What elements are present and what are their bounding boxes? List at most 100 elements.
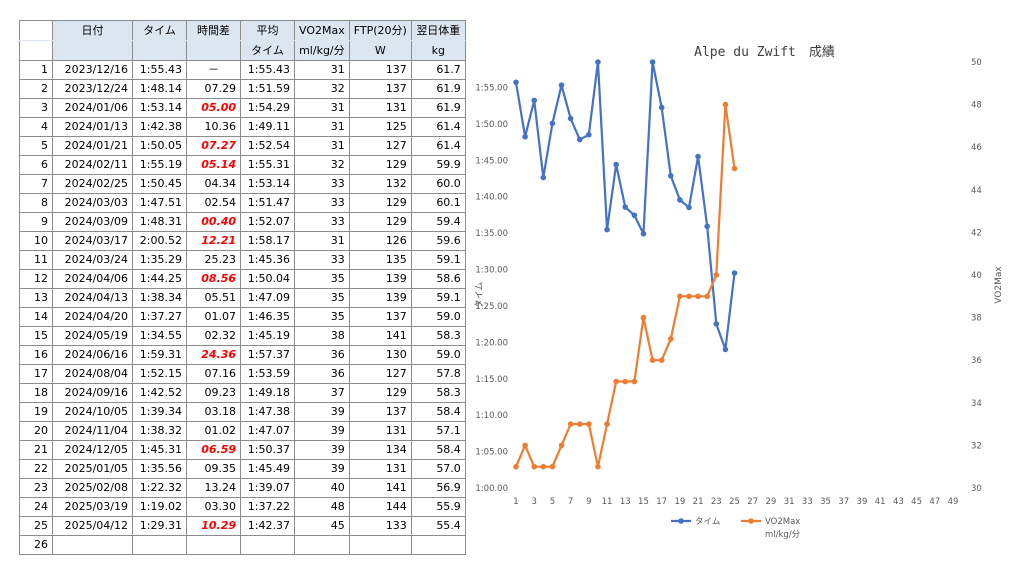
cell-time[interactable]: 1:34.55 (132, 326, 187, 346)
cell-date[interactable]: 2024/09/16 (52, 383, 133, 403)
cell-vo2[interactable]: 32 (294, 79, 350, 99)
cell-vo2[interactable]: 31 (294, 231, 350, 251)
cell-n[interactable]: 22 (19, 459, 53, 479)
cell-time[interactable]: 1:38.32 (132, 421, 187, 441)
cell-n[interactable]: 3 (19, 98, 53, 118)
col-subheader-time-diff[interactable] (186, 40, 241, 61)
cell-diff[interactable]: 06.59 (186, 440, 241, 460)
cell-date[interactable]: 2024/08/04 (52, 364, 133, 384)
cell-vo2[interactable]: 33 (294, 212, 350, 232)
cell-n[interactable]: 10 (19, 231, 53, 251)
col-subheader-weight[interactable]: kg (410, 40, 466, 61)
cell-n[interactable]: 15 (19, 326, 53, 346)
cell-date[interactable]: 2024/03/24 (52, 250, 133, 270)
cell-date[interactable]: 2024/01/13 (52, 117, 133, 137)
cell-n[interactable]: 20 (19, 421, 53, 441)
cell-diff[interactable]: 09.23 (186, 383, 241, 403)
cell-time[interactable]: 1:48.31 (132, 212, 187, 232)
cell-ftp[interactable]: 131 (348, 459, 412, 479)
col-header-row-number[interactable] (19, 20, 53, 41)
cell-time[interactable]: 1:42.52 (132, 383, 187, 403)
cell-date[interactable]: 2024/01/21 (52, 136, 133, 156)
cell-vo2[interactable] (294, 535, 350, 555)
cell-diff[interactable]: 05.00 (186, 98, 241, 118)
cell-avg[interactable]: 1:47.09 (240, 288, 295, 308)
cell-wt[interactable]: 58.3 (410, 326, 466, 346)
cell-time[interactable]: 2:00.52 (132, 231, 187, 251)
cell-wt[interactable]: 58.4 (410, 440, 466, 460)
cell-wt[interactable]: 60.1 (410, 193, 466, 213)
cell-time[interactable] (132, 535, 187, 555)
cell-vo2[interactable]: 33 (294, 193, 350, 213)
cell-diff[interactable]: 05.51 (186, 288, 241, 308)
cell-avg[interactable]: 1:39.07 (240, 478, 295, 498)
cell-time[interactable]: 1:38.34 (132, 288, 187, 308)
cell-ftp[interactable]: 133 (348, 516, 412, 536)
cell-avg[interactable]: 1:42.37 (240, 516, 295, 536)
cell-time[interactable]: 1:37.27 (132, 307, 187, 327)
cell-ftp[interactable]: 129 (348, 383, 412, 403)
cell-avg[interactable]: 1:51.47 (240, 193, 295, 213)
cell-diff[interactable]: 07.16 (186, 364, 241, 384)
cell-ftp[interactable]: 139 (348, 269, 412, 289)
cell-avg[interactable]: 1:52.07 (240, 212, 295, 232)
cell-vo2[interactable]: 37 (294, 383, 350, 403)
cell-ftp[interactable]: 137 (348, 60, 412, 80)
cell-vo2[interactable]: 35 (294, 269, 350, 289)
cell-n[interactable]: 14 (19, 307, 53, 327)
cell-date[interactable]: 2024/02/11 (52, 155, 133, 175)
cell-vo2[interactable]: 39 (294, 421, 350, 441)
cell-diff[interactable] (186, 535, 241, 555)
cell-ftp[interactable]: 141 (348, 478, 412, 498)
cell-avg[interactable]: 1:55.43 (240, 60, 295, 80)
cell-date[interactable]: 2025/02/08 (52, 478, 133, 498)
cell-avg[interactable]: 1:47.07 (240, 421, 295, 441)
cell-diff[interactable]: － (186, 60, 241, 80)
cell-vo2[interactable]: 39 (294, 440, 350, 460)
cell-avg[interactable]: 1:45.36 (240, 250, 295, 270)
cell-vo2[interactable]: 38 (294, 326, 350, 346)
cell-vo2[interactable]: 33 (294, 250, 350, 270)
cell-time[interactable]: 1:59.31 (132, 345, 187, 365)
cell-avg[interactable]: 1:37.22 (240, 497, 295, 517)
cell-vo2[interactable]: 45 (294, 516, 350, 536)
cell-vo2[interactable]: 32 (294, 155, 350, 175)
cell-wt[interactable]: 59.0 (410, 307, 466, 327)
cell-vo2[interactable]: 35 (294, 307, 350, 327)
cell-avg[interactable]: 1:52.54 (240, 136, 295, 156)
cell-date[interactable]: 2025/03/19 (52, 497, 133, 517)
cell-n[interactable]: 8 (19, 193, 53, 213)
cell-diff[interactable]: 01.07 (186, 307, 241, 327)
cell-ftp[interactable]: 129 (348, 155, 412, 175)
cell-vo2[interactable]: 31 (294, 136, 350, 156)
cell-n[interactable]: 4 (19, 117, 53, 137)
cell-date[interactable]: 2024/04/20 (52, 307, 133, 327)
cell-avg[interactable]: 1:51.59 (240, 79, 295, 99)
cell-n[interactable]: 17 (19, 364, 53, 384)
cell-date[interactable]: 2023/12/16 (52, 60, 133, 80)
cell-ftp[interactable]: 141 (348, 326, 412, 346)
cell-diff[interactable]: 08.56 (186, 269, 241, 289)
cell-vo2[interactable]: 40 (294, 478, 350, 498)
cell-vo2[interactable]: 31 (294, 60, 350, 80)
cell-date[interactable]: 2024/11/04 (52, 421, 133, 441)
cell-diff[interactable]: 00.40 (186, 212, 241, 232)
cell-n[interactable]: 12 (19, 269, 53, 289)
cell-diff[interactable]: 02.54 (186, 193, 241, 213)
col-header-avg-time[interactable]: 平均 (240, 20, 295, 41)
cell-n[interactable]: 9 (19, 212, 53, 232)
col-header-ftp[interactable]: FTP(20分) (348, 20, 412, 41)
cell-time[interactable]: 1:55.19 (132, 155, 187, 175)
cell-diff[interactable]: 10.29 (186, 516, 241, 536)
col-header-time-diff[interactable]: 時間差 (186, 20, 241, 41)
cell-avg[interactable] (240, 535, 295, 555)
cell-time[interactable]: 1:53.14 (132, 98, 187, 118)
cell-diff[interactable]: 02.32 (186, 326, 241, 346)
cell-n[interactable]: 2 (19, 79, 53, 99)
cell-date[interactable]: 2024/04/13 (52, 288, 133, 308)
cell-vo2[interactable]: 31 (294, 98, 350, 118)
cell-time[interactable]: 1:45.31 (132, 440, 187, 460)
col-header-date[interactable]: 日付 (52, 20, 133, 41)
cell-wt[interactable]: 59.9 (410, 155, 466, 175)
cell-date[interactable]: 2025/01/05 (52, 459, 133, 479)
